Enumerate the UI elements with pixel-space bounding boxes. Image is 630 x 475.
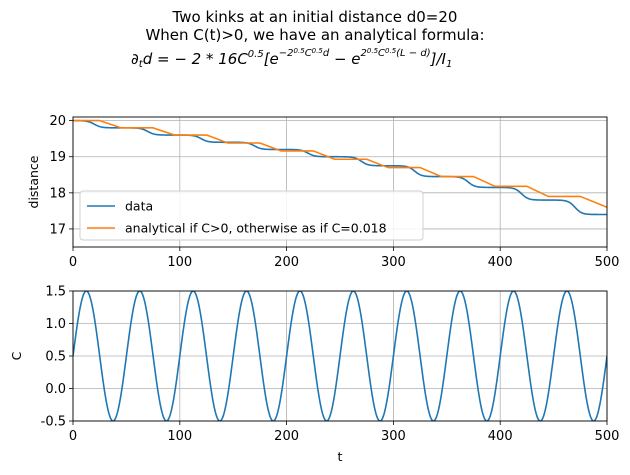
title-formula: ∂td = − 2 * 16C0.5[e−20.5C0.5d − e20.5C0… — [131, 47, 452, 70]
formula-sub-t: t — [139, 59, 144, 70]
x-tick-label-2: 200 — [274, 429, 299, 444]
formula-sub-1: 1 — [446, 59, 452, 70]
formula-e2-exp: 2 — [361, 48, 367, 59]
legend: data analytical if C>0, otherwise as if C… — [79, 190, 424, 241]
y-tick-label-2: 0.5 — [45, 350, 66, 365]
x-tick-label-4: 400 — [488, 429, 513, 444]
title-line-2: When C(t)>0, we have an analytical formu… — [145, 26, 484, 44]
formula-lhs: d = − 2 * 16C — [143, 50, 249, 68]
y-tick-label-1: 0.0 — [45, 382, 66, 397]
y-axis-label: C — [9, 351, 24, 360]
y-tick-label-3: 20 — [49, 114, 66, 129]
axes-frame — [72, 116, 608, 248]
legend-box — [79, 190, 424, 241]
figure-title: Two kinks at an initial distance d0=20 W… — [131, 8, 485, 70]
y-tick-label-2: 19 — [49, 150, 66, 165]
formula-exp-half: 0.5 — [248, 49, 264, 60]
x-tick-label-5: 500 — [595, 255, 620, 270]
x-axis-label: t — [338, 449, 343, 464]
x-tick-label-4: 400 — [488, 255, 513, 270]
x-tick-label-0: 0 — [69, 429, 77, 444]
x-tick-label-1: 100 — [167, 255, 192, 270]
y-tick-label-3: 1.0 — [45, 317, 66, 332]
x-tick-label-2: 200 — [274, 255, 299, 270]
formula-partial: ∂ — [131, 50, 139, 68]
x-tick-label-0: 0 — [69, 255, 77, 270]
series-line-1 — [73, 119, 607, 209]
legend-label-1: analytical if C>0, otherwise as if C=0.0… — [125, 221, 387, 236]
x-tick-label-1: 100 — [167, 429, 192, 444]
formula-e1-exp: −2 — [279, 48, 294, 59]
x-tick-label-3: 300 — [381, 255, 406, 270]
series-line-0 — [73, 291, 607, 421]
plot-lines — [73, 119, 607, 216]
c-axes: 0 100 200 300 400 500 -0.5 0.0 0.5 1.0 1.5 Ct — [9, 285, 619, 465]
svg-text:∂td = − 2 * 16C0.5[e−20.5C0.5d: ∂td = − 2 * 16C0.5[e−20.5C0.5d − e20.5C0… — [131, 47, 452, 70]
y-axis-label: distance — [26, 155, 41, 208]
title-line-1: Two kinks at an initial distance d0=20 — [172, 8, 458, 26]
x-tick-label-5: 500 — [595, 429, 620, 444]
series-line-0 — [73, 119, 607, 216]
distance-axes: 0 100 200 300 400 500 17 18 19 20 distance data anal… — [26, 114, 619, 270]
formula-bracket-open: [e — [264, 50, 279, 68]
formula-minus: − e — [329, 50, 360, 68]
y-tick-label-1: 18 — [49, 186, 66, 201]
x-tick-label-3: 300 — [381, 429, 406, 444]
formula-bracket-close: ]/I — [430, 50, 447, 68]
plot-lines — [73, 291, 607, 421]
legend-label-0: data — [125, 199, 153, 214]
y-tick-label-4: 1.5 — [45, 285, 66, 300]
y-tick-label-0: -0.5 — [41, 415, 66, 430]
y-tick-label-0: 17 — [49, 222, 66, 237]
